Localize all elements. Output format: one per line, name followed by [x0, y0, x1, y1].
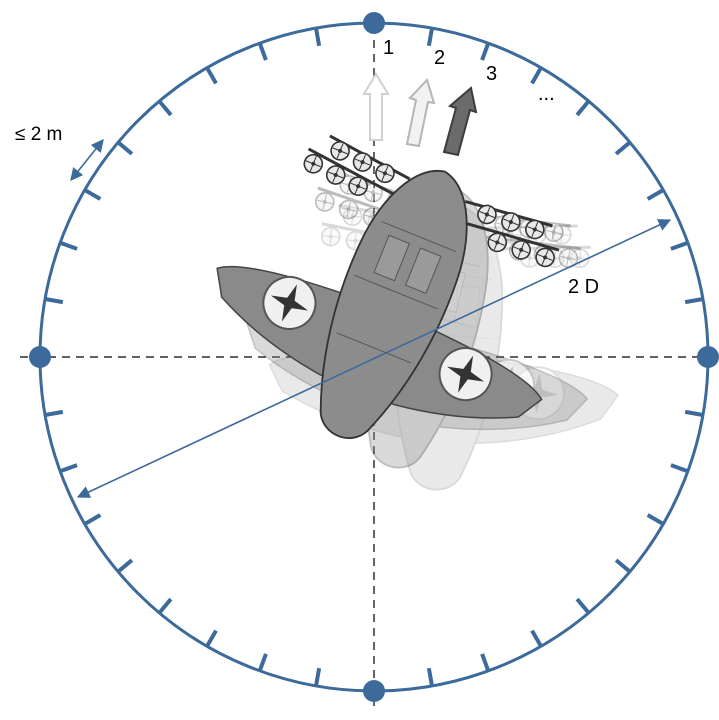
marker-label-2: 2	[434, 47, 445, 69]
ring-tick	[530, 629, 543, 648]
ring-tick	[530, 66, 543, 85]
node-bottom	[363, 680, 385, 702]
ring-tick	[59, 240, 78, 251]
ring-tick	[157, 99, 173, 117]
ring-tick	[257, 653, 268, 672]
ring-tick	[83, 188, 102, 201]
ring-tick	[257, 42, 268, 61]
spacing-label: ≤ 2 m	[15, 124, 62, 145]
node-top	[363, 12, 385, 34]
diameter-dimension-line	[76, 219, 672, 498]
ring-tick	[646, 513, 665, 526]
ring-tick	[670, 463, 689, 474]
diameter-label: 2 D	[568, 276, 599, 298]
node-right	[697, 346, 719, 368]
ring-tick	[205, 629, 218, 648]
ring-tick	[684, 297, 704, 305]
marker-label-1: 1	[383, 37, 394, 59]
ring-tick	[684, 409, 704, 417]
ring-tick	[614, 140, 632, 156]
ring-tick	[480, 653, 491, 672]
ring-tick	[205, 66, 218, 85]
ring-tick	[59, 463, 78, 474]
ring-tick	[575, 99, 591, 117]
ring-tick	[480, 42, 491, 61]
ring-ticks	[44, 27, 704, 687]
ring-tick	[314, 667, 322, 687]
ring-tick	[44, 409, 64, 417]
ring-tick	[575, 597, 591, 615]
ring-tick	[44, 297, 64, 305]
ring-tick	[314, 27, 322, 47]
ring-tick	[83, 513, 102, 526]
node-left	[29, 346, 51, 368]
marker-label-3: 3	[486, 63, 497, 85]
ring-tick	[614, 558, 632, 574]
ring-tick	[646, 188, 665, 201]
spacing-dimension-line	[70, 139, 104, 181]
ring-tick	[116, 558, 134, 574]
ring-tick	[116, 140, 134, 156]
ring-tick	[670, 240, 689, 251]
marker-label-more: ...	[538, 83, 555, 105]
ring-tick	[426, 667, 434, 687]
ring-tick	[426, 27, 434, 47]
heading-arrow-icon	[362, 72, 478, 157]
ring-tick	[157, 597, 173, 615]
